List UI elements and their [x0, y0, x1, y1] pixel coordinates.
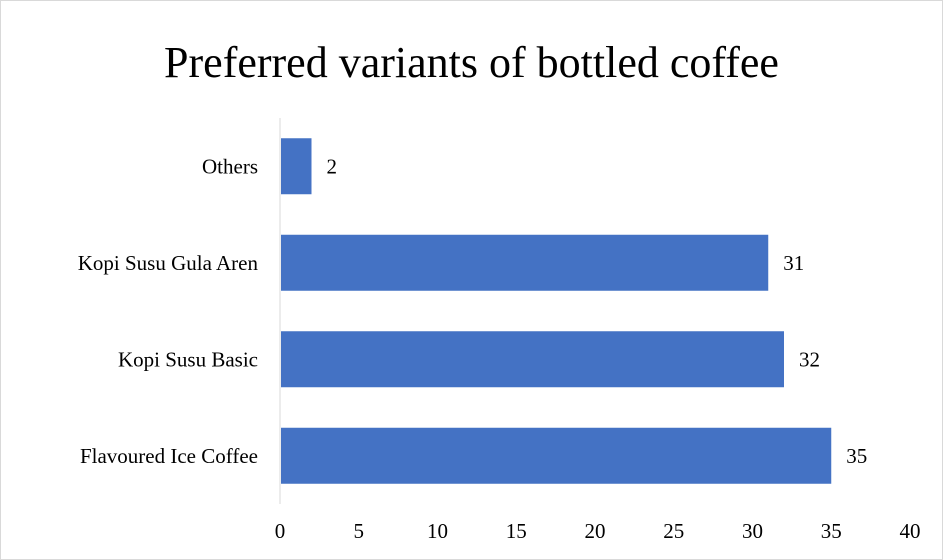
bar-kopi-susu-gula-aren: [281, 234, 769, 291]
x-tick-label-40: 40: [900, 519, 921, 543]
data-labels-group: 35 32 31 2: [327, 154, 868, 468]
category-label-others: Others: [202, 154, 258, 178]
category-label-kopi-susu-gula-aren: Kopi Susu Gula Aren: [78, 251, 259, 275]
category-labels-group: Flavoured Ice Coffee Kopi Susu Basic Kopi …: [78, 154, 259, 468]
x-tick-label-5: 5: [354, 519, 365, 543]
bars-group: [281, 138, 832, 484]
data-label-flavoured-ice-coffee: 35: [846, 444, 867, 468]
data-label-others: 2: [327, 154, 338, 178]
x-tick-label-20: 20: [585, 519, 606, 543]
category-label-kopi-susu-basic: Kopi Susu Basic: [118, 347, 258, 371]
category-label-flavoured-ice-coffee: Flavoured Ice Coffee: [80, 444, 258, 468]
x-tick-label-25: 25: [663, 519, 684, 543]
bar-kopi-susu-basic: [281, 331, 784, 388]
chart-title: Preferred variants of bottled coffee: [164, 38, 779, 87]
x-tick-label-30: 30: [742, 519, 763, 543]
data-label-kopi-susu-basic: 32: [799, 347, 820, 371]
data-label-kopi-susu-gula-aren: 31: [783, 251, 804, 275]
x-tick-label-15: 15: [506, 519, 527, 543]
bar-others: [281, 138, 312, 195]
bar-flavoured-ice-coffee: [281, 427, 832, 484]
x-tick-label-0: 0: [275, 519, 286, 543]
x-tick-label-10: 10: [427, 519, 448, 543]
x-tick-labels-group: 0 5 10 15 20 25 30 35 40: [275, 519, 921, 543]
x-tick-label-35: 35: [821, 519, 842, 543]
